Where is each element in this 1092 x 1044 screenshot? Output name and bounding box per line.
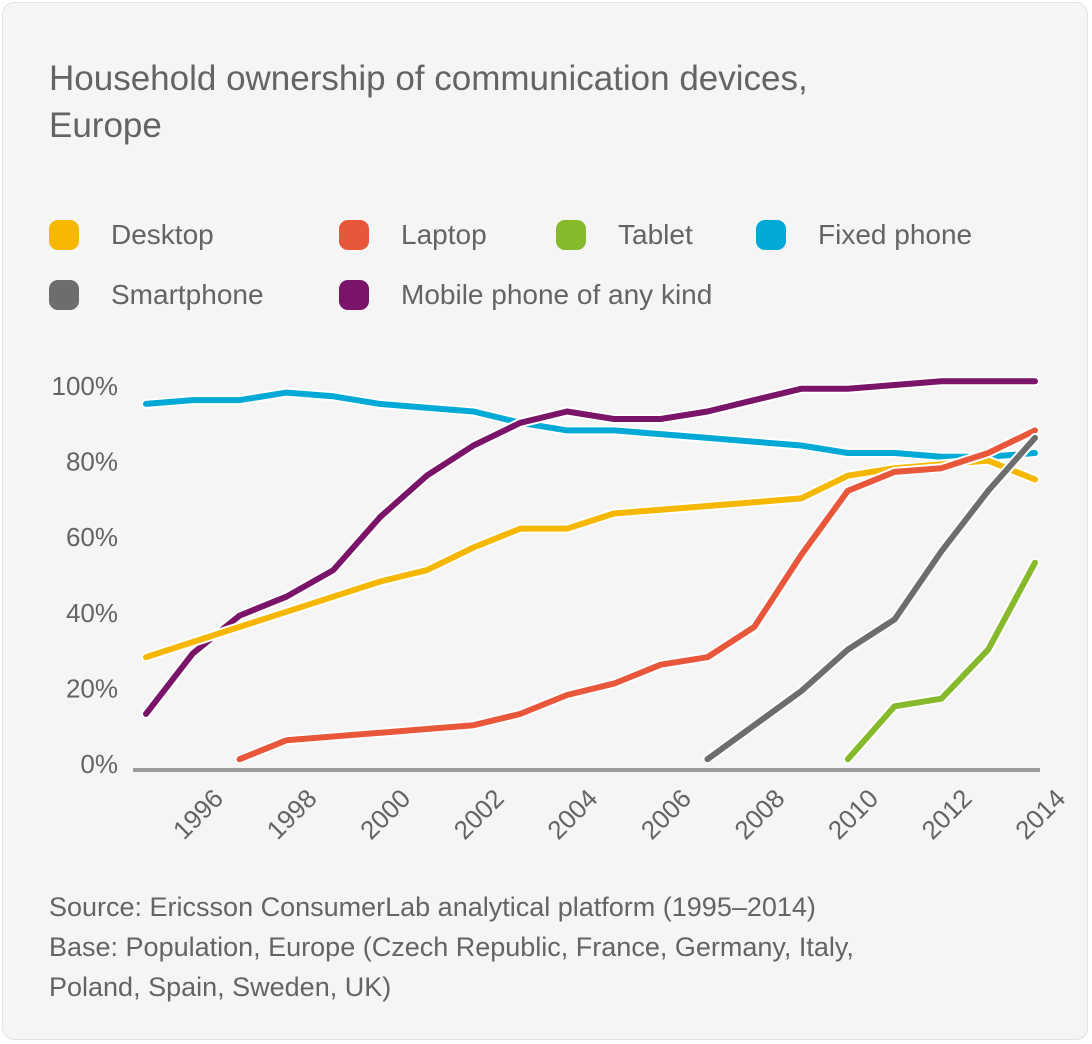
legend-item-laptop: Laptop: [339, 215, 487, 255]
x-tick-label: 1998: [260, 783, 322, 845]
source-line-3: Poland, Spain, Sweden, UK): [49, 972, 392, 1002]
x-tick-label: 2008: [728, 783, 790, 845]
legend-swatch-laptop: [339, 220, 369, 250]
legend-item-smartphone: Smartphone: [49, 275, 264, 315]
source-line-1: Source: Ericsson ConsumerLab analytical …: [49, 892, 816, 922]
y-tick-label: 80%: [66, 447, 118, 477]
series-line-fixed-phone: [143, 389, 1038, 460]
y-tick-label: 40%: [66, 598, 118, 628]
legend-label-laptop: Laptop: [401, 219, 487, 250]
legend-item-desktop: Desktop: [49, 215, 214, 255]
series-line-desktop: [143, 457, 1038, 661]
y-tick-label: 20%: [66, 673, 118, 703]
y-axis-ticks: 0% 20% 40% 60% 80% 100%: [52, 371, 119, 779]
series-halo-desktop: [141, 455, 1040, 663]
x-tick-label: 2010: [822, 783, 884, 845]
x-tick-label: 2006: [635, 783, 697, 845]
x-tick-label: 2012: [916, 783, 978, 845]
x-tick-label: 2002: [448, 783, 510, 845]
source-note: Source: Ericsson ConsumerLab analytical …: [49, 887, 1049, 1007]
legend-label-mobile-phone: Mobile phone of any kind: [401, 279, 713, 310]
x-tick-label: 2014: [1009, 783, 1071, 845]
legend-label-tablet: Tablet: [618, 219, 693, 250]
y-tick-label: 60%: [66, 522, 118, 552]
series-halo-fixed-phone: [141, 387, 1040, 462]
source-line-2: Base: Population, Europe (Czech Republic…: [49, 932, 854, 962]
x-tick-label: 1996: [167, 783, 229, 845]
x-tick-label: 2004: [541, 783, 603, 845]
legend-swatch-smartphone: [49, 280, 79, 310]
series-line-smartphone: [704, 434, 1038, 763]
legend-swatch-mobile-phone: [339, 280, 369, 310]
legend-label-fixed-phone: Fixed phone: [818, 219, 973, 250]
legend-item-mobile-phone: Mobile phone of any kind: [339, 275, 712, 315]
series-layer: [141, 376, 1040, 765]
legend-swatch-desktop: [49, 220, 79, 250]
legend-swatch-fixed-phone: [756, 220, 786, 250]
legend-swatch-tablet: [556, 220, 586, 250]
series-line-tablet: [844, 559, 1038, 763]
x-axis-ticks: 1996 1998 2000 2002 2004 2006 2008 2010 2012 2014: [167, 783, 1071, 845]
series-line-laptop: [236, 427, 1038, 763]
legend-label-desktop: Desktop: [111, 219, 214, 250]
x-tick-label: 2000: [354, 783, 416, 845]
y-tick-label: 100%: [52, 371, 119, 401]
legend-label-smartphone: Smartphone: [111, 279, 264, 310]
legend-item-tablet: Tablet: [556, 215, 693, 255]
y-tick-label: 0%: [80, 749, 118, 779]
chart-title: Household ownership of communication dev…: [49, 59, 808, 145]
series-line-mobile-phone-of-any-kind: [143, 378, 1038, 717]
legend-item-fixed-phone: Fixed phone: [756, 215, 972, 255]
